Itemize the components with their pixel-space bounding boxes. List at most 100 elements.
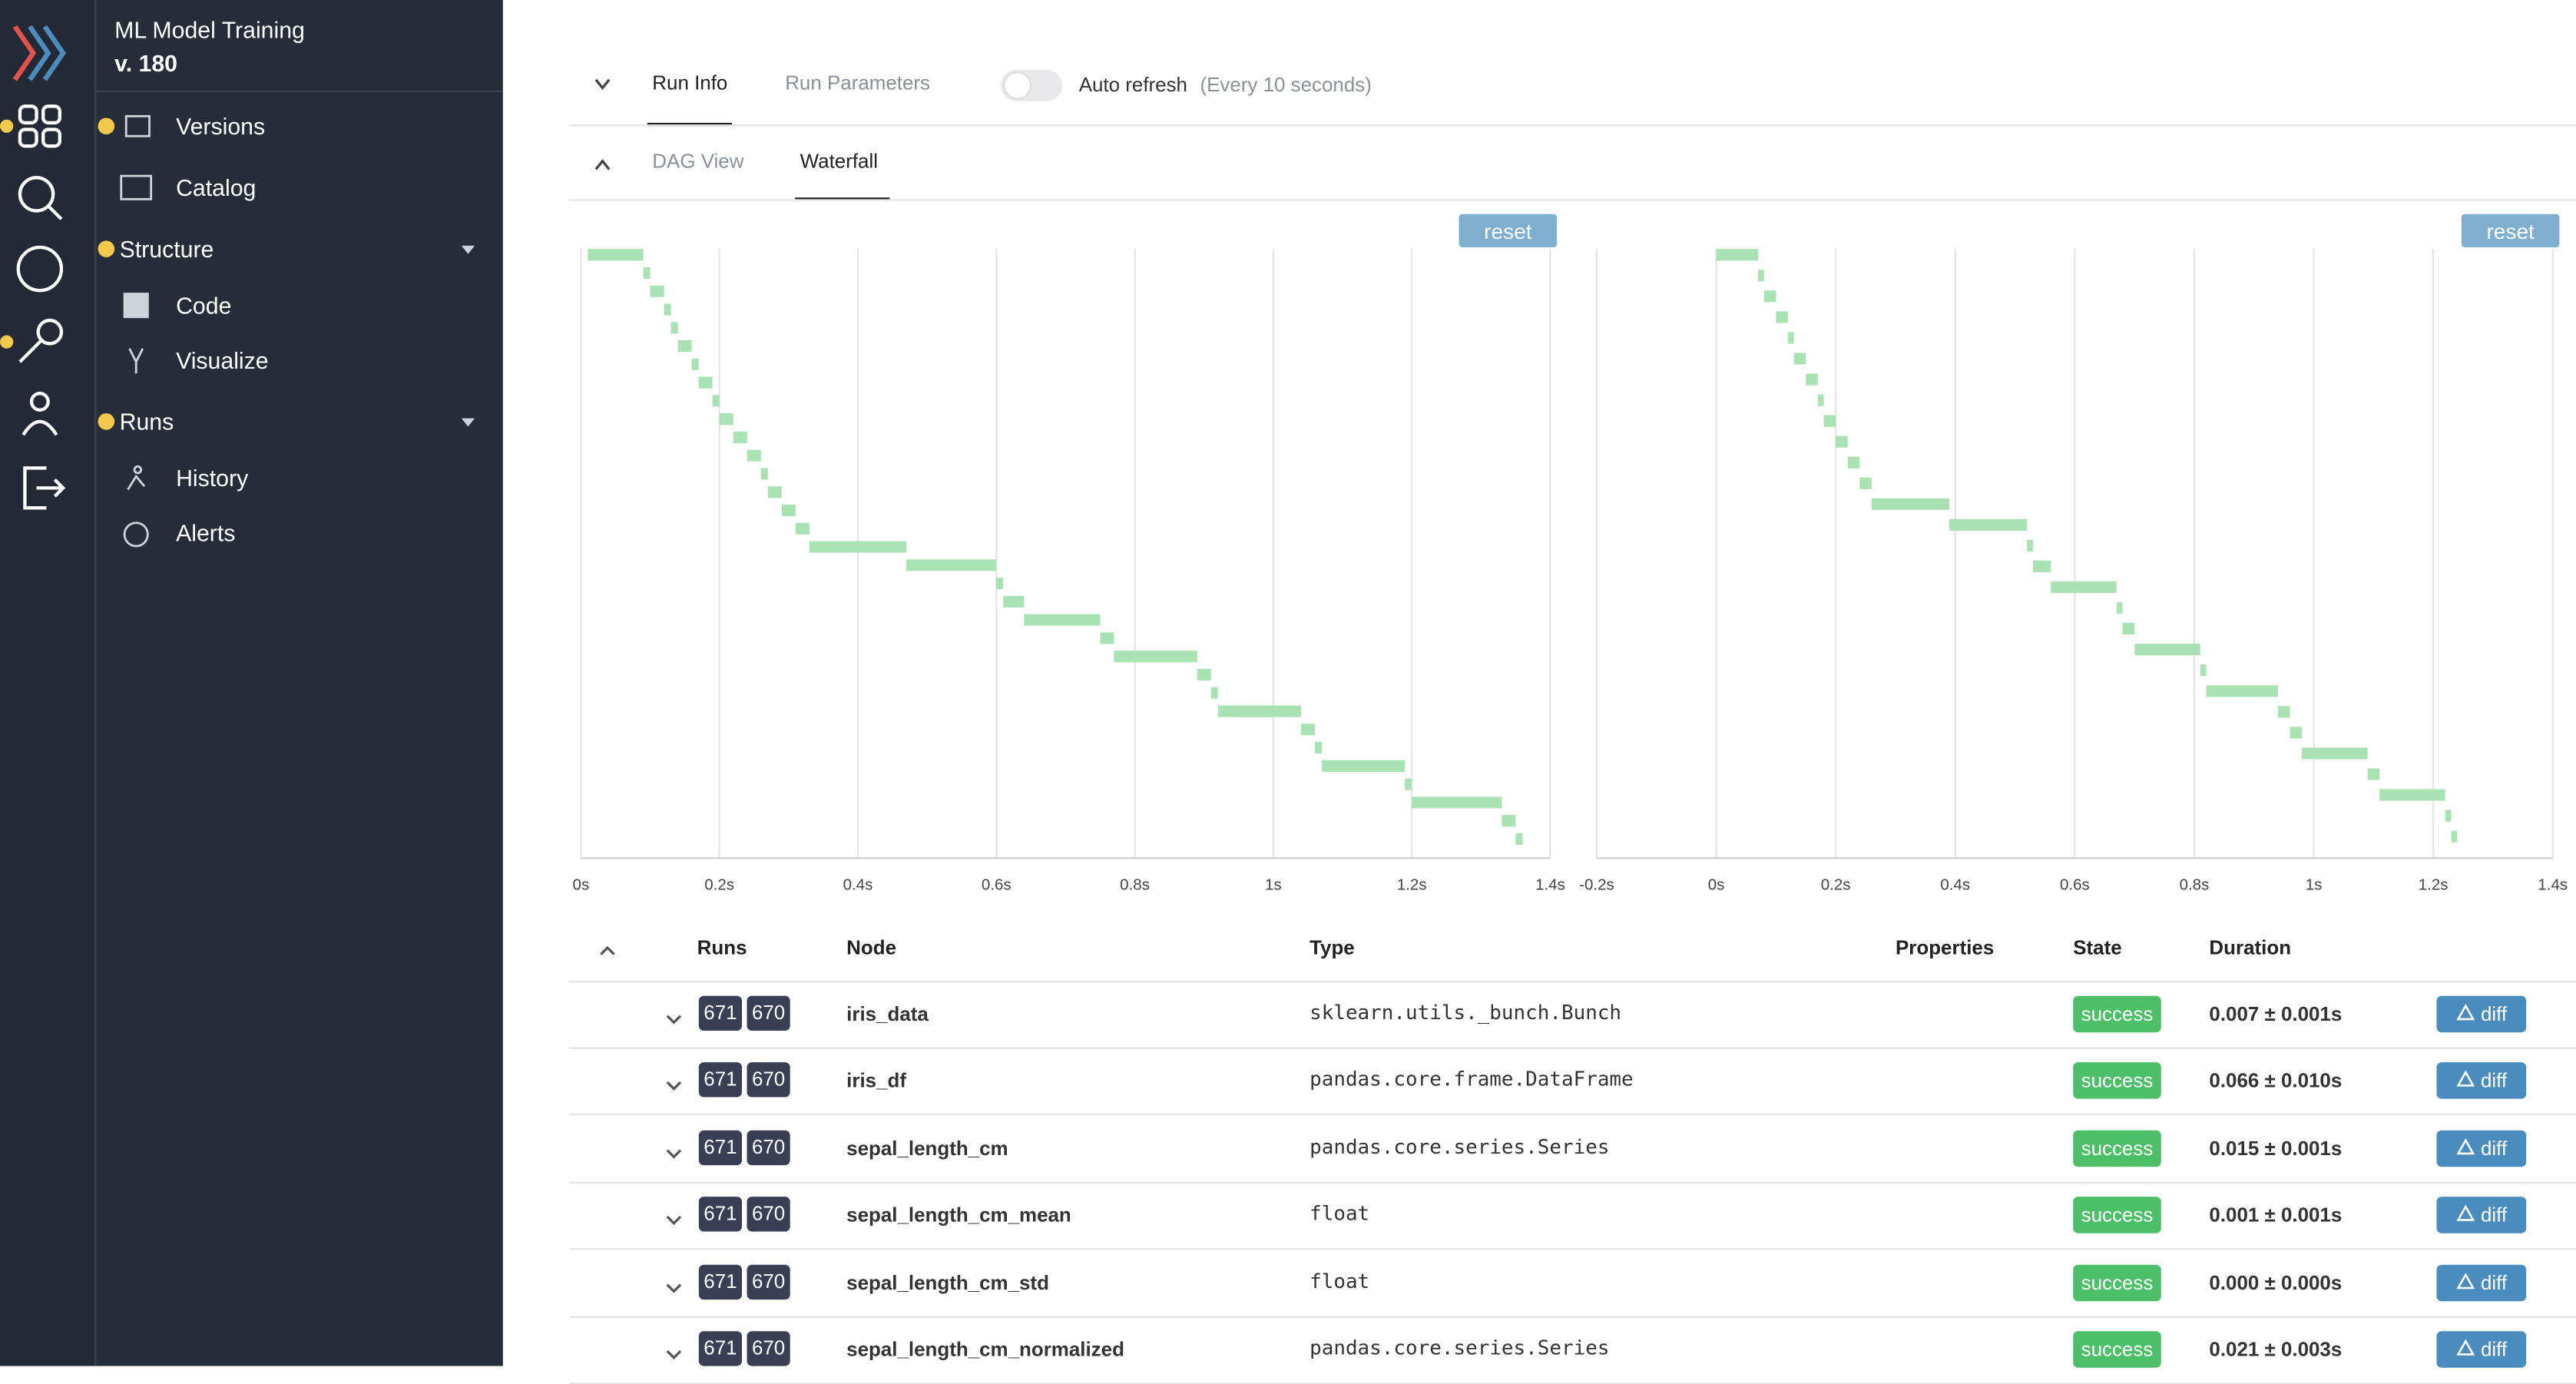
waterfall-bar [643, 267, 651, 280]
tab[interactable]: Run Info [652, 71, 728, 95]
team-icon[interactable] [22, 419, 58, 436]
nav-item[interactable]: Catalog [176, 174, 257, 201]
nav-item[interactable]: Versions [176, 112, 266, 140]
diff-label[interactable]: diff [2480, 1204, 2508, 1227]
node-name: sepal_length_cm_std [846, 1270, 1049, 1294]
waterfall-bar [2051, 581, 2117, 594]
nav-item[interactable]: Alerts [176, 519, 236, 547]
run-badge[interactable]: 670 [747, 1331, 790, 1366]
key-icon[interactable] [36, 318, 64, 346]
icon [133, 465, 143, 475]
search-icon[interactable] [18, 176, 55, 213]
key-icon[interactable] [18, 339, 43, 363]
expand-icon[interactable] [662, 1207, 685, 1226]
state-badge: success [2073, 1130, 2161, 1167]
nav-item[interactable]: Code [176, 292, 232, 319]
chevron[interactable] [662, 1145, 685, 1162]
run-badge[interactable]: 670 [747, 1130, 790, 1165]
diff-button[interactable]: diff [2436, 1331, 2527, 1368]
diff-label[interactable]: diff [2480, 1136, 2508, 1161]
collapse-icon[interactable] [596, 938, 619, 955]
diff-button[interactable]: diff [2436, 1130, 2527, 1167]
chevron[interactable] [662, 1078, 685, 1094]
run-badge[interactable]: 670 [747, 1263, 790, 1300]
x-tick-label: 0.4s [843, 876, 873, 893]
chevron[interactable] [594, 159, 611, 171]
waterfall-bar [2277, 706, 2290, 718]
x-tick-label: 0.4s [1940, 876, 1970, 893]
waterfall-bar [1003, 595, 1025, 608]
x-tick-label: 1.2s [1397, 876, 1427, 893]
waterfall-bar [1114, 651, 1197, 663]
diff-label[interactable]: diff [2480, 1270, 2508, 1294]
waterfall-bar [1217, 705, 1301, 717]
logout-icon[interactable] [23, 466, 66, 510]
tab[interactable]: Waterfall [800, 149, 879, 173]
expand-icon[interactable] [662, 1006, 685, 1025]
run-badge[interactable]: 671 [698, 995, 743, 1031]
icon[interactable] [41, 127, 61, 148]
run-badge[interactable]: 671 [698, 1331, 743, 1366]
expand-icon[interactable] [662, 1274, 685, 1293]
help-icon[interactable] [16, 245, 64, 293]
search-icon[interactable] [47, 204, 63, 220]
run-badge[interactable]: 671 [698, 1263, 743, 1300]
nav-item[interactable]: History [176, 465, 249, 492]
waterfall-bar [2116, 602, 2123, 614]
chevron[interactable] [662, 1011, 685, 1028]
expand-icon[interactable] [662, 1073, 685, 1091]
node-name: sepal_length_cm [846, 1136, 1008, 1161]
state-badge: success [2073, 1062, 2161, 1100]
run-badge[interactable]: 671 [698, 1197, 743, 1232]
tab[interactable]: DAG View [652, 149, 744, 173]
waterfall-bar [1197, 668, 1211, 681]
chevron[interactable] [662, 1212, 685, 1229]
run-badge[interactable]: 671 [698, 1062, 743, 1098]
x-tick-label: 1.4s [1535, 876, 1565, 893]
delta-icon [2455, 1272, 2475, 1289]
diff-button[interactable]: diff [2436, 1062, 2527, 1100]
diff-label[interactable]: diff [2480, 1069, 2508, 1093]
chevron[interactable] [662, 1346, 685, 1363]
project-version: v. 180 [114, 49, 178, 77]
run-badge[interactable]: 670 [747, 995, 790, 1031]
reset-label[interactable]: reset [2486, 220, 2535, 243]
run-badge[interactable]: 670 [747, 1062, 790, 1098]
nav-item[interactable]: Visualize [176, 346, 269, 374]
toggle-knob[interactable] [1003, 71, 1032, 100]
icon[interactable] [18, 127, 38, 148]
icon [123, 521, 149, 548]
run-badge[interactable]: 671 [698, 1130, 743, 1165]
caret[interactable] [461, 245, 475, 254]
waterfall-bar [1823, 415, 1836, 427]
expand-icon[interactable] [662, 1341, 685, 1360]
reset-button[interactable] [2461, 214, 2560, 248]
run-badge[interactable]: 670 [747, 1197, 790, 1232]
caret[interactable] [461, 418, 475, 427]
nav-section[interactable]: Runs [119, 408, 174, 435]
diff-button[interactable]: diff [2436, 1263, 2527, 1301]
diff-button[interactable]: diff [2436, 1197, 2527, 1234]
diff-button[interactable]: diff [2436, 995, 2527, 1033]
reset-label[interactable]: reset [1484, 220, 1532, 243]
diff-label[interactable]: diff [2480, 1002, 2508, 1026]
reset-button[interactable] [1459, 214, 1558, 248]
chevron[interactable] [596, 943, 619, 960]
icon[interactable] [41, 104, 61, 125]
diff-label[interactable]: diff [2480, 1337, 2508, 1362]
x-tick-label: 0.8s [1120, 876, 1150, 893]
x-tick-label: 0.6s [982, 876, 1012, 893]
hint-dot [98, 240, 115, 257]
expand-icon[interactable] [662, 1140, 685, 1159]
icon[interactable] [18, 104, 38, 125]
tab[interactable]: Run Parameters [785, 71, 931, 95]
node-type: pandas.core.frame.DataFrame [1310, 1068, 1634, 1091]
x-tick-label: 1s [2306, 876, 2323, 893]
chevron[interactable] [662, 1279, 685, 1296]
node-type: pandas.core.series.Series [1310, 1134, 1610, 1159]
waterfall-bar [1763, 290, 1776, 303]
chevron[interactable] [594, 78, 611, 91]
team-icon[interactable] [29, 392, 50, 412]
nav-section[interactable]: Structure [119, 235, 214, 263]
